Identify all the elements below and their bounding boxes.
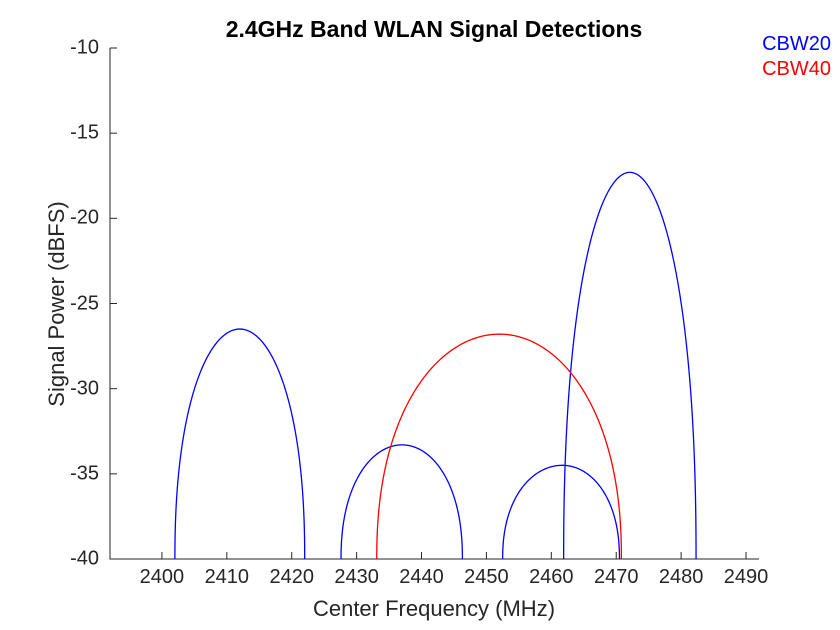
x-tick-label: 2430: [334, 566, 379, 588]
y-tick-label: -20: [70, 206, 99, 229]
detection-curve-cbw20-2462mhz: [501, 464, 621, 560]
chart-title: 2.4GHz Band WLAN Signal Detections: [225, 16, 643, 42]
x-tick-label: 2420: [269, 566, 314, 588]
detection-curve-cbw20-2472mhz: [563, 171, 697, 560]
x-tick-label: 2410: [204, 566, 250, 588]
detection-curve-cbw20-2412mhz: [174, 328, 306, 560]
y-tick-label: -35: [70, 462, 99, 485]
x-tick-label: 2440: [399, 566, 444, 588]
x-tick-label: 2450: [464, 566, 509, 588]
legend-entry-cbw40: CBW40: [762, 58, 831, 80]
y-tick-label: -30: [70, 377, 99, 400]
x-axis-label: Center Frequency (MHz): [312, 596, 556, 621]
y-tick-label: -40: [70, 547, 99, 570]
x-tick-label: 2460: [529, 566, 574, 588]
legend-entry-cbw20: CBW20: [762, 33, 831, 55]
y-tick-label: -10: [70, 36, 99, 59]
x-tick-label: 2470: [593, 566, 639, 588]
legend: CBW20 CBW40: [762, 32, 831, 82]
x-tick-label: 2400: [139, 566, 185, 588]
detection-curve-cbw40-2452mhz: [376, 333, 623, 560]
x-tick-label: 2490: [723, 566, 769, 588]
y-axis-label: Signal Power (dBFS): [44, 201, 69, 407]
detection-curve-cbw20-2437mhz: [340, 444, 464, 560]
y-tick-label: -25: [70, 292, 99, 314]
y-tick-label: -15: [70, 121, 99, 144]
x-tick-label: 2480: [658, 566, 704, 588]
axis-lines: [109, 48, 759, 560]
